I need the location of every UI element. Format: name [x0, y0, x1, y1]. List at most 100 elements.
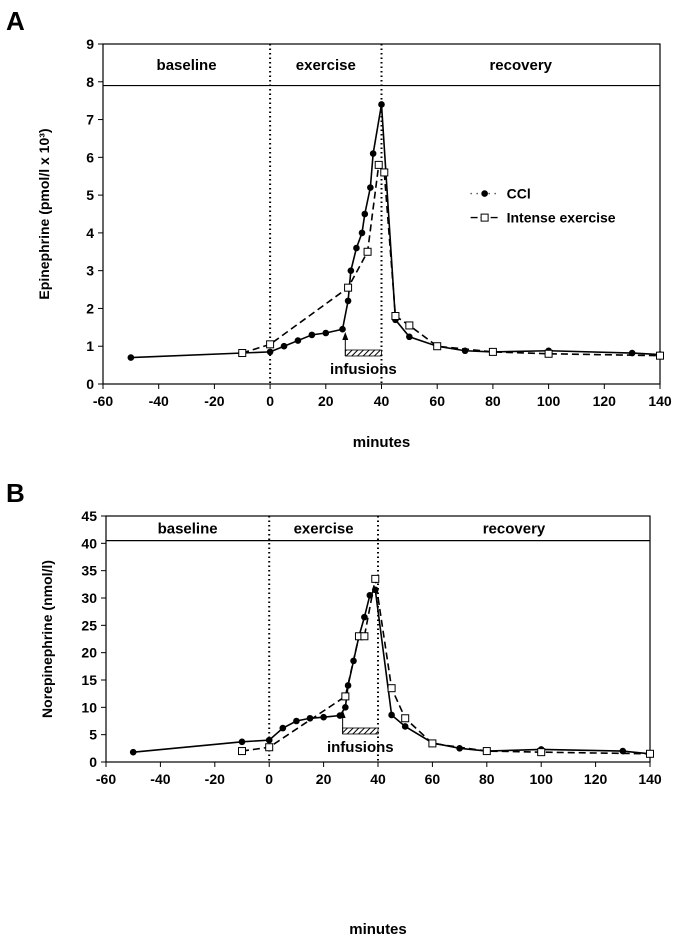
point: [388, 711, 395, 719]
legend-marker: [480, 213, 489, 222]
x-tick-label: 40: [370, 771, 386, 787]
point: [358, 229, 366, 237]
point: [646, 749, 654, 758]
x-tick-label: -20: [205, 771, 225, 787]
y-axis-label: Epinephrine (pmol/l x 10³): [36, 128, 52, 299]
y-tick-label: 6: [86, 149, 94, 165]
x-tick-label: -40: [149, 393, 169, 409]
y-tick-label: 20: [81, 645, 97, 661]
infusion-label: infusions: [330, 361, 397, 378]
x-tick-label: 0: [265, 771, 273, 787]
y-tick-label: 5: [86, 187, 94, 203]
legend-label: Intense exercise: [507, 210, 616, 226]
point: [544, 349, 553, 358]
point: [406, 333, 413, 341]
point: [279, 724, 287, 732]
x-tick-label: -60: [96, 771, 116, 787]
y-tick-label: 3: [86, 263, 94, 279]
phase-label: exercise: [296, 57, 356, 74]
point: [347, 267, 355, 274]
point: [361, 210, 369, 218]
x-tick-label: -20: [204, 393, 224, 409]
point: [537, 748, 546, 757]
point: [363, 247, 372, 256]
point: [336, 712, 344, 719]
point: [367, 184, 374, 191]
x-tick-label: -60: [93, 393, 113, 409]
x-tick-label: -40: [150, 771, 170, 787]
y-tick-label: 9: [86, 36, 94, 52]
point: [360, 632, 369, 641]
point: [361, 613, 368, 621]
x-tick-label: 120: [584, 771, 608, 787]
x-tick-label: 20: [316, 771, 332, 787]
x-axis-label: minutes: [353, 434, 411, 451]
point: [344, 682, 352, 689]
y-tick-label: 4: [86, 225, 94, 241]
point: [280, 342, 288, 350]
point: [371, 574, 380, 583]
y-tick-label: 10: [81, 699, 97, 715]
point: [488, 347, 497, 356]
infusion-label: infusions: [327, 739, 394, 756]
y-tick-label: 45: [81, 508, 97, 524]
x-tick-label: 100: [537, 393, 561, 409]
x-tick-label: 80: [479, 771, 495, 787]
point: [265, 743, 274, 752]
point: [306, 714, 314, 722]
panel-label: B: [6, 478, 25, 508]
point: [378, 101, 385, 108]
point: [656, 351, 664, 360]
x-tick-label: 20: [318, 393, 334, 409]
point: [294, 337, 302, 344]
point: [308, 331, 316, 339]
point: [428, 739, 437, 748]
point: [387, 684, 396, 693]
y-tick-label: 5: [89, 727, 97, 743]
y-tick-label: 35: [81, 563, 97, 579]
x-axis-label: minutes: [349, 921, 407, 938]
point: [401, 723, 409, 730]
y-tick-label: 40: [81, 535, 97, 551]
y-tick-label: 25: [81, 617, 97, 633]
x-tick-label: 140: [638, 771, 662, 787]
point: [405, 321, 414, 330]
panel-label: A: [6, 6, 25, 36]
x-tick-label: 60: [429, 393, 445, 409]
x-tick-label: 140: [648, 393, 672, 409]
point: [353, 244, 360, 252]
series-line: [133, 588, 651, 755]
point: [341, 692, 350, 701]
point: [127, 354, 135, 361]
x-tick-label: 80: [485, 393, 501, 409]
infusion-bar: [344, 349, 382, 357]
point: [320, 713, 327, 721]
point: [265, 736, 273, 744]
phase-label: recovery: [489, 57, 552, 74]
y-tick-label: 1: [86, 338, 94, 354]
point: [266, 340, 275, 349]
phase-label: baseline: [157, 57, 217, 74]
phase-label: exercise: [294, 520, 354, 537]
y-axis-label: Norepinephrine (nmol/l): [39, 560, 55, 718]
point: [391, 312, 400, 320]
point: [433, 342, 442, 351]
infusion-arrowhead: [342, 332, 349, 340]
point: [322, 329, 330, 337]
point: [374, 160, 383, 169]
point: [482, 747, 491, 756]
x-tick-label: 120: [593, 393, 617, 409]
legend-marker: [481, 190, 488, 197]
x-tick-label: 40: [374, 393, 390, 409]
point: [401, 714, 410, 723]
series-line: [241, 578, 651, 755]
point: [342, 704, 349, 711]
y-tick-label: 30: [81, 590, 97, 606]
y-tick-label: 15: [81, 672, 97, 688]
point: [344, 283, 353, 292]
point: [238, 747, 246, 756]
point: [339, 325, 346, 333]
y-tick-label: 8: [86, 74, 94, 90]
point: [238, 349, 247, 358]
